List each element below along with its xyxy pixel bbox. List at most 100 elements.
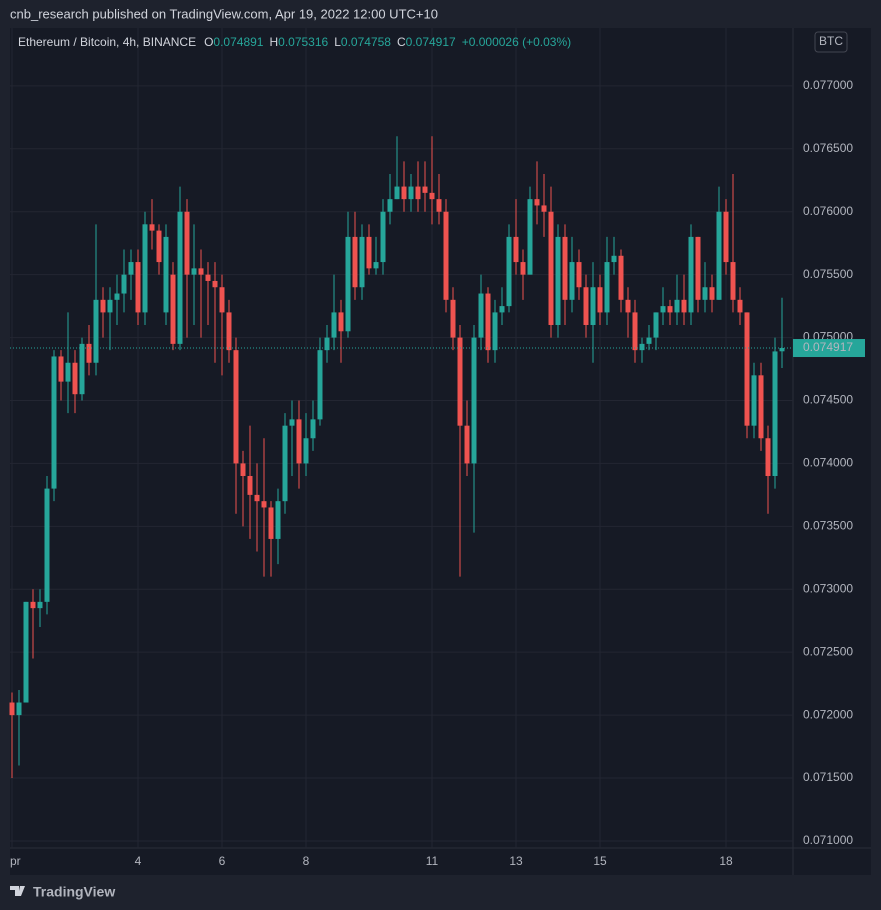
logo [10, 886, 25, 896]
grid [10, 28, 793, 848]
x-tick-label: pr [10, 854, 21, 868]
price-axis [793, 28, 871, 875]
candle-body [499, 306, 505, 313]
candle-body [121, 274, 127, 294]
legend-key: C [397, 35, 406, 49]
candle-body [394, 186, 400, 200]
candle-body [611, 255, 617, 263]
y-tick-label: 0.076000 [803, 204, 853, 218]
candle-body [450, 299, 456, 338]
candle-body [212, 280, 218, 288]
legend-value: 0.074917 [406, 35, 456, 49]
candle-body [331, 312, 337, 338]
candle-body [653, 312, 659, 338]
candle-body [37, 601, 43, 609]
candle-body [639, 343, 645, 351]
candle-body [723, 211, 729, 263]
candle-body [576, 262, 582, 288]
candle-body [457, 337, 463, 426]
candle-body [289, 419, 295, 426]
candle-body [366, 236, 372, 269]
candle-body [303, 438, 309, 464]
candle-body [667, 306, 673, 313]
candle-body [415, 186, 421, 200]
candle-body [548, 211, 554, 325]
candle-body [555, 236, 561, 325]
legend-value: 0.074891 [213, 35, 263, 49]
candle-body [352, 236, 358, 288]
candle-body [156, 230, 162, 263]
candle-body [261, 501, 267, 508]
candle-body [345, 236, 351, 332]
candles [9, 136, 785, 779]
candle-body [282, 425, 288, 502]
candle-body [240, 463, 246, 477]
candle-body [163, 236, 169, 313]
header: cnb_research published on TradingView.co… [10, 6, 438, 21]
candle-body [268, 507, 274, 539]
candle-body [604, 262, 610, 313]
candle-body [618, 255, 624, 300]
candle-body [23, 601, 29, 703]
candle-body [79, 343, 85, 395]
currency: BTC [819, 34, 843, 48]
candle-body [436, 199, 442, 212]
candle-body [373, 262, 379, 269]
candle-body [324, 337, 330, 351]
candle-body [464, 425, 470, 464]
currency-box[interactable] [814, 31, 848, 53]
candle-body [65, 362, 71, 382]
x-tick-label: 11 [426, 854, 439, 868]
candle-body [93, 299, 99, 363]
x-tick-label: 4 [135, 854, 142, 868]
candle-body [660, 306, 666, 313]
candle-body [471, 337, 477, 464]
candle-body [247, 476, 253, 495]
candle-body [128, 262, 134, 275]
candle-body [758, 375, 764, 439]
y-tick-label: 0.073000 [803, 581, 853, 595]
candle-body [527, 199, 533, 275]
candle-body [380, 211, 386, 263]
candle-body [541, 205, 547, 212]
candle-body [709, 287, 715, 300]
candle-body [177, 211, 183, 344]
candle-body [429, 192, 435, 200]
candle-body [506, 236, 512, 307]
candle-body [534, 199, 540, 206]
candle-body [751, 375, 757, 426]
candle-body [135, 262, 141, 313]
y-tick-label: 0.075500 [803, 267, 853, 281]
y-tick-label: 0.077000 [803, 78, 853, 92]
y-tick-label: 0.073500 [803, 519, 853, 533]
candle-body [772, 351, 778, 477]
candle-body [583, 287, 589, 325]
candle-body [9, 702, 15, 716]
candle-body [16, 702, 22, 716]
candle-body [681, 299, 687, 313]
candle-body [219, 287, 225, 313]
candle-body [737, 299, 743, 313]
y-tick-label: 0.071500 [803, 770, 853, 784]
candle-body [632, 312, 638, 351]
candle-body [170, 274, 176, 344]
candle-body [114, 293, 120, 300]
candle-body [590, 287, 596, 325]
candle-body [205, 274, 211, 281]
candle-body [296, 419, 302, 464]
candle-body [625, 299, 631, 313]
candle-body [443, 211, 449, 300]
legend-value: 0.074758 [341, 35, 391, 49]
candle-body [597, 287, 603, 313]
candle-body [72, 362, 78, 395]
legend-change: +0.000026 (+0.03%) [462, 35, 571, 49]
candle-body [688, 236, 694, 313]
candle-body [408, 186, 414, 200]
last-price-label: 0.074917 [803, 340, 853, 354]
legend: Ethereum / Bitcoin, 4h, BINANCE O0.074891… [18, 35, 571, 49]
candle-body [716, 211, 722, 300]
y-tick-label: 0.072000 [803, 707, 853, 721]
candle-body [562, 236, 568, 300]
candle-body [674, 299, 680, 313]
